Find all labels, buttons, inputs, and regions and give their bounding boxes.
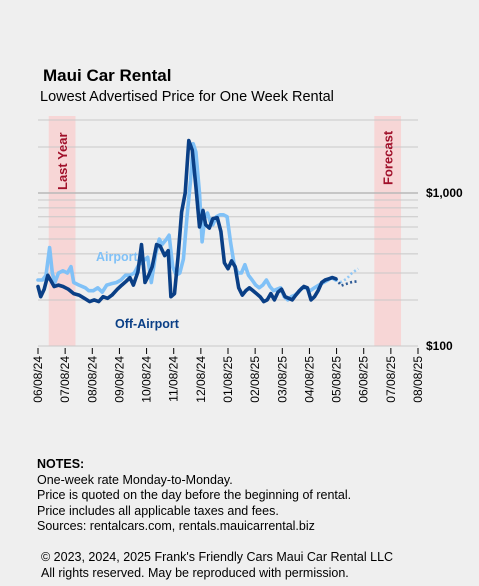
x-tick-label: 09/08/24 bbox=[112, 356, 126, 403]
x-tick-label: 06/08/24 bbox=[31, 356, 45, 403]
notes-line: Sources: rentalcars.com, rentals.mauicar… bbox=[37, 519, 315, 533]
copyright: © 2023, 2024, 2025 Frank's Friendly Cars… bbox=[41, 550, 393, 581]
notes-line: Price is quoted on the day before the be… bbox=[37, 488, 352, 502]
series-line bbox=[36, 138, 338, 304]
x-tick-label: 12/08/24 bbox=[194, 356, 208, 403]
x-tick-label: 02/08/25 bbox=[248, 356, 262, 403]
x-tick-label: 04/08/25 bbox=[302, 356, 316, 403]
x-tick-label: 06/08/25 bbox=[357, 356, 371, 403]
x-tick-label: 01/08/25 bbox=[221, 356, 235, 403]
region-label: Last Year bbox=[55, 132, 70, 190]
x-tick-label: 10/08/24 bbox=[140, 356, 154, 403]
x-tick-label: 08/08/24 bbox=[85, 356, 99, 403]
x-tick-label: 11/08/24 bbox=[167, 356, 181, 402]
notes: NOTES: One-week rate Monday-to-Monday. P… bbox=[37, 457, 351, 535]
chart-subtitle: Lowest Advertised Price for One Week Ren… bbox=[40, 89, 334, 105]
copyright-line: © 2023, 2024, 2025 Frank's Friendly Cars… bbox=[41, 550, 394, 564]
copyright-line: All rights reserved. May be reproduced w… bbox=[41, 565, 349, 580]
series-label: Airport bbox=[96, 250, 139, 264]
notes-line: One-week rate Monday-to-Monday. bbox=[37, 472, 233, 487]
price-chart: Last Year Forecast Airport Off-Airport $1,00… bbox=[31, 116, 463, 403]
x-tick-label: 07/08/24 bbox=[58, 356, 72, 403]
x-tick-label: 03/08/25 bbox=[275, 356, 289, 403]
x-tick-label: 07/08/25 bbox=[384, 356, 398, 403]
shaded-region bbox=[48, 116, 76, 346]
y-tick-label: $100 bbox=[426, 339, 453, 353]
x-tick-label: 05/08/25 bbox=[330, 356, 344, 403]
shaded-region bbox=[374, 116, 402, 346]
forecast-line bbox=[334, 277, 359, 288]
region-label: Forecast bbox=[381, 130, 396, 185]
series-label: Off-Airport bbox=[115, 317, 180, 331]
notes-heading: NOTES: bbox=[37, 457, 85, 471]
chart-title: Maui Car Rental bbox=[43, 66, 172, 85]
notes-line: Price includes all applicable taxes and … bbox=[37, 503, 279, 518]
y-tick-label: $1,000 bbox=[426, 186, 463, 200]
x-tick-label: 08/08/25 bbox=[411, 356, 425, 403]
